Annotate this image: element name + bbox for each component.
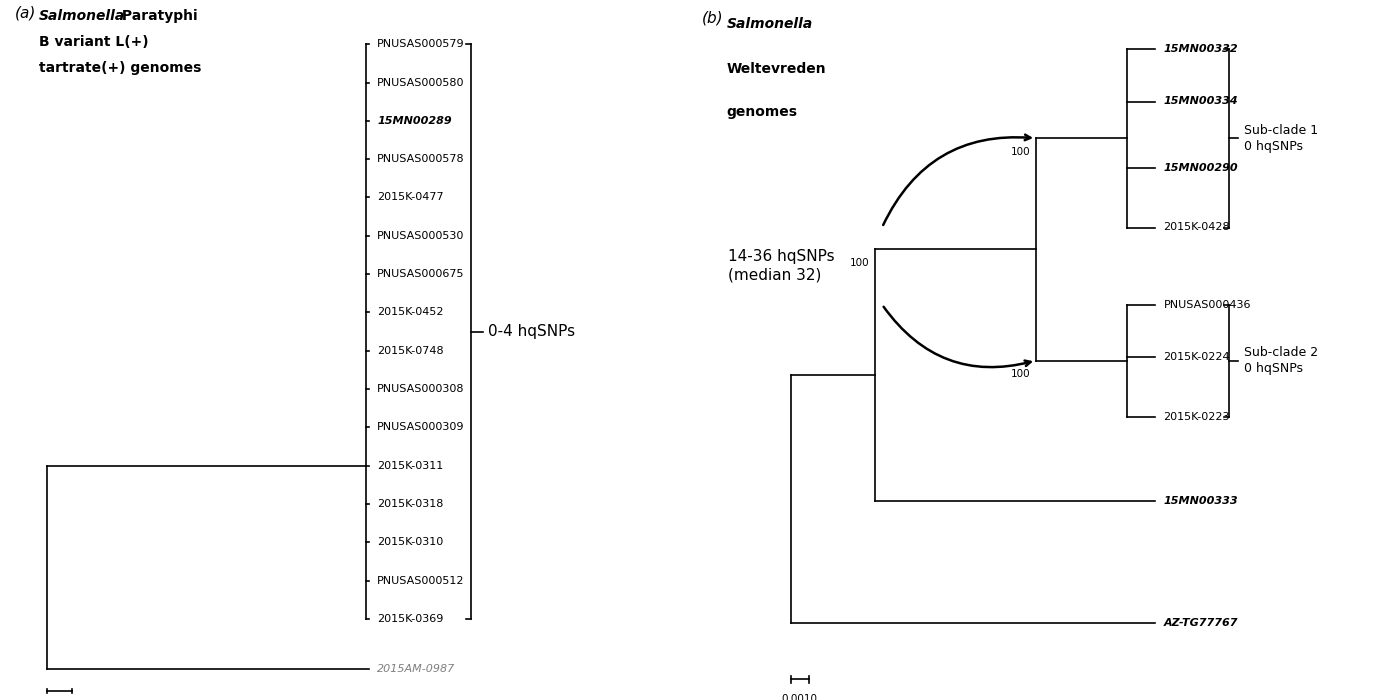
Text: 15MN00334: 15MN00334 <box>1163 97 1238 106</box>
Text: Sub-clade 2
0 hqSNPs: Sub-clade 2 0 hqSNPs <box>1245 346 1317 375</box>
Text: Salmonella: Salmonella <box>727 18 813 32</box>
Text: 100: 100 <box>1011 147 1030 157</box>
Text: 15MN00332: 15MN00332 <box>1163 44 1238 54</box>
Text: 2015K-0318: 2015K-0318 <box>377 499 444 509</box>
Text: PNUSAS000675: PNUSAS000675 <box>377 269 465 279</box>
Text: 0-4 hqSNPs: 0-4 hqSNPs <box>489 324 575 339</box>
Text: 0.0010: 0.0010 <box>781 694 818 700</box>
Text: Weltevreden: Weltevreden <box>727 62 826 76</box>
Text: Salmonella: Salmonella <box>39 9 125 23</box>
Text: PNUSAS000579: PNUSAS000579 <box>377 39 465 49</box>
Text: 15MN00333: 15MN00333 <box>1163 496 1238 505</box>
Text: (a): (a) <box>15 6 36 20</box>
Text: 2015K-0369: 2015K-0369 <box>377 614 444 624</box>
Text: genomes: genomes <box>727 105 798 119</box>
Text: PNUSAS000309: PNUSAS000309 <box>377 422 465 433</box>
Text: 2015K-0310: 2015K-0310 <box>377 538 444 547</box>
Text: 2015K-0311: 2015K-0311 <box>377 461 444 470</box>
Text: Sub-clade 1
0 hqSNPs: Sub-clade 1 0 hqSNPs <box>1245 124 1317 153</box>
Text: PNUSAS000530: PNUSAS000530 <box>377 231 465 241</box>
Text: 2015K-0452: 2015K-0452 <box>377 307 444 317</box>
Text: 100: 100 <box>1011 369 1030 379</box>
Text: 15MN00290: 15MN00290 <box>1163 163 1238 173</box>
Text: 2015K-0224: 2015K-0224 <box>1163 352 1231 362</box>
Text: PNUSAS000580: PNUSAS000580 <box>377 78 465 88</box>
Text: 2015K-0223: 2015K-0223 <box>1163 412 1231 421</box>
Text: AZ-TG77767: AZ-TG77767 <box>1163 618 1238 628</box>
Text: 2015K-0428: 2015K-0428 <box>1163 223 1231 232</box>
Text: 14-36 hqSNPs
(median 32): 14-36 hqSNPs (median 32) <box>728 249 834 283</box>
Text: Paratyphi: Paratyphi <box>116 9 197 23</box>
Text: PNUSAS000436: PNUSAS000436 <box>1163 300 1252 309</box>
Text: 2015K-0477: 2015K-0477 <box>377 193 444 202</box>
Text: PNUSAS000308: PNUSAS000308 <box>377 384 465 394</box>
Text: (b): (b) <box>701 10 722 25</box>
Text: PNUSAS000578: PNUSAS000578 <box>377 154 465 164</box>
Text: B variant L(+): B variant L(+) <box>39 35 148 49</box>
Text: tartrate(+) genomes: tartrate(+) genomes <box>39 61 202 75</box>
Text: 15MN00289: 15MN00289 <box>377 116 452 126</box>
Text: 100: 100 <box>850 258 869 268</box>
Text: 2015AM-0987: 2015AM-0987 <box>377 664 455 673</box>
Text: PNUSAS000512: PNUSAS000512 <box>377 575 465 586</box>
Text: 2015K-0748: 2015K-0748 <box>377 346 444 356</box>
